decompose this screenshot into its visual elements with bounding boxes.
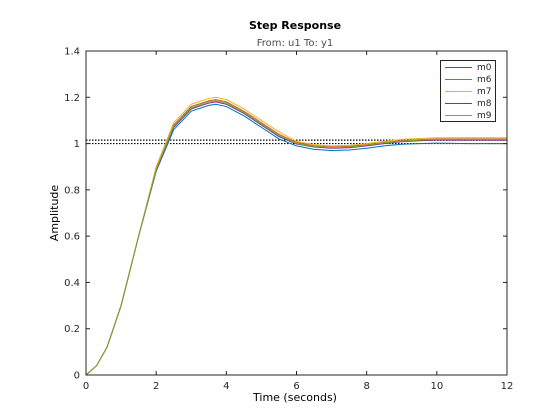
y-tick-label: 0 [74, 371, 80, 382]
y-tick-label: 1.2 [64, 93, 80, 104]
series-layer [85, 96, 507, 376]
legend: m0 m6 m7 m8 m9 [440, 60, 496, 122]
x-ticks: 0 2 4 6 8 10 12 [83, 51, 514, 392]
y-axis-label: Amplitude [48, 185, 61, 242]
x-tick-label: 10 [430, 381, 443, 392]
legend-item-m7: m7 [441, 86, 497, 98]
legend-swatch [445, 67, 472, 68]
x-tick-label: 8 [363, 381, 369, 392]
legend-swatch [445, 91, 472, 92]
legend-label: m9 [477, 111, 492, 121]
x-tick-label: 0 [83, 381, 89, 392]
chart-subtitle: From: u1 To: y1 [257, 38, 334, 49]
legend-item-m0: m0 [441, 62, 497, 74]
x-tick-label: 4 [223, 381, 229, 392]
chart-title: Step Response [249, 19, 341, 32]
y-tick-label: 0.2 [64, 324, 80, 335]
y-tick-label: 1 [74, 139, 80, 150]
x-axis-label: Time (seconds) [252, 391, 337, 404]
legend-item-m9: m9 [441, 110, 497, 122]
y-tick-label: 1.4 [64, 47, 80, 58]
legend-label: m0 [477, 63, 492, 73]
x-tick-label: 12 [501, 381, 514, 392]
legend-swatch [445, 79, 472, 80]
legend-label: m7 [477, 87, 492, 97]
x-tick-label: 2 [153, 381, 159, 392]
legend-item-m8: m8 [441, 98, 497, 110]
series-line-m9 [85, 100, 507, 376]
legend-label: m6 [477, 75, 492, 85]
legend-swatch [445, 115, 472, 116]
y-ticks: 0 0.2 0.4 0.6 0.8 1 1.2 1.4 [64, 47, 507, 382]
x-tick-label: 6 [293, 381, 299, 392]
y-tick-label: 0.4 [64, 278, 80, 289]
series-line-m0 [85, 103, 507, 376]
y-tick-label: 0.6 [64, 232, 80, 243]
legend-item-m6: m6 [441, 74, 497, 86]
y-tick-label: 0.8 [64, 185, 80, 196]
legend-swatch [445, 103, 472, 104]
legend-label: m8 [477, 99, 492, 109]
